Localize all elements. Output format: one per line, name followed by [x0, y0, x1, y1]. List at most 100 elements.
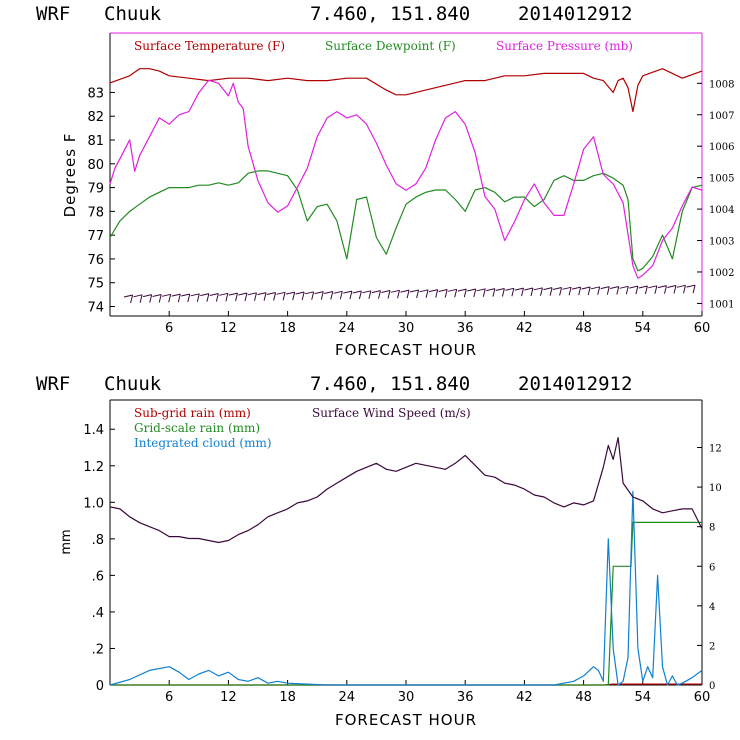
legend-surface-dewpoint: Surface Dewpoint (F): [325, 39, 456, 53]
bottom-header-model: WRF: [36, 373, 70, 395]
wind-barb: [200, 293, 210, 302]
wind-barb: [390, 289, 400, 299]
y-tick-label: 77: [87, 229, 104, 244]
wind-barb: [428, 289, 439, 298]
y-tick-label: .8: [92, 533, 104, 548]
wind-barb: [257, 292, 267, 301]
y-tick-label: .6: [92, 569, 104, 584]
wind-barb: [447, 288, 458, 298]
wind-barb: [486, 288, 496, 297]
legend-surface-pressure: Surface Pressure (mb): [496, 39, 633, 53]
wind-barb: [648, 285, 658, 294]
wind-barb: [209, 293, 219, 302]
x-tick-label: 6: [165, 321, 173, 336]
y2-tick-label: 1001: [709, 299, 734, 310]
top-header-station: Chuuk: [104, 3, 162, 25]
wind-barb: [381, 290, 391, 299]
y-tick-label: 83: [87, 86, 104, 101]
y-tick-label: 80: [87, 158, 104, 173]
x-tick-label: 12: [220, 690, 237, 705]
wind-barb: [314, 291, 324, 300]
x-tick-label: 24: [339, 321, 356, 336]
x-tick-label: 30: [398, 321, 415, 336]
y-tick-label: 81: [87, 134, 104, 149]
wind-barb: [610, 286, 620, 295]
surface-temperature-line: [109, 68, 703, 113]
wind-barb: [343, 290, 353, 300]
bottom-header-init: 2014012912: [518, 373, 632, 395]
wind-barb: [219, 292, 229, 302]
wind-barb: [467, 288, 477, 298]
wind-barb: [362, 290, 372, 299]
wind-barb: [514, 287, 524, 297]
wind-barb: [371, 290, 381, 299]
y2-tick-label: 6: [709, 562, 715, 573]
y-tick-label: 1.0: [83, 496, 104, 511]
bottom-chart: 6 12 18 24 30 36 42 48 54 60 0.2.4.6.81.01.21.4 0…: [59, 399, 722, 729]
wind-barb: [409, 289, 420, 299]
x-tick-label: 42: [516, 321, 533, 336]
bottom-header-station: Chuuk: [104, 373, 162, 395]
bottom-header-coords: 7.460, 151.840: [310, 373, 470, 395]
wind-barb: [419, 289, 429, 298]
top-header-model: WRF: [36, 3, 70, 25]
y2-tick-label: 1003: [709, 237, 734, 248]
wind-barb: [457, 288, 467, 298]
wind-barb: [533, 287, 543, 296]
wind-barb: [295, 291, 305, 301]
y2-tick-label: 2: [709, 641, 715, 652]
y-tick-label: .4: [92, 606, 104, 621]
wind-barb: [324, 291, 334, 300]
legend-subgrid-rain: Sub-grid rain (mm): [134, 406, 251, 420]
y-tick-label: 1.2: [83, 460, 104, 475]
legend-surface-temperature: Surface Temperature (F): [134, 39, 285, 53]
wind-barb: [285, 291, 296, 301]
legend-surface-wind-speed: Surface Wind Speed (m/s): [312, 406, 471, 420]
x-tick-label: 24: [339, 690, 356, 705]
x-tick-label: 42: [516, 690, 533, 705]
x-tick-label: 48: [575, 321, 592, 336]
surface-wind-speed-line: [109, 437, 703, 544]
wind-barb: [676, 284, 686, 294]
top-x-axis-label: FORECAST HOUR: [335, 341, 477, 359]
x-tick-label: 30: [398, 690, 415, 705]
y-tick-label: 79: [87, 182, 104, 197]
wind-barb: [438, 289, 448, 298]
y2-tick-label: 1006: [709, 142, 734, 153]
y2-tick-label: 1002: [709, 268, 734, 279]
wind-barb: [590, 286, 601, 295]
x-tick-label: 60: [694, 321, 711, 336]
y2-tick-label: 1008: [709, 79, 734, 90]
y2-tick-label: 1007: [709, 111, 734, 122]
wind-barb: [247, 292, 257, 301]
wind-barb: [304, 291, 315, 300]
top-header-coords: 7.460, 151.840: [310, 3, 470, 25]
y-tick-label: 82: [87, 110, 104, 125]
x-tick-label: 36: [457, 690, 474, 705]
wind-barb: [333, 290, 343, 300]
x-tick-label: 6: [165, 690, 173, 705]
wind-barb: [400, 289, 410, 299]
bottom-x-axis-label: FORECAST HOUR: [335, 711, 477, 729]
wind-barb: [505, 287, 515, 297]
y-tick-label: 78: [87, 205, 104, 220]
x-tick-label: 12: [220, 321, 237, 336]
wind-barb: [571, 286, 582, 296]
y-tick-label: 0: [96, 679, 104, 694]
x-tick-label: 60: [694, 690, 711, 705]
wind-barb: [476, 288, 486, 297]
wind-barb: [352, 290, 362, 300]
y-tick-label: 74: [87, 300, 104, 315]
wind-barb: [552, 287, 563, 296]
x-tick-label: 18: [279, 690, 296, 705]
wind-barb: [190, 293, 200, 302]
x-tick-label: 54: [635, 321, 652, 336]
wind-barb: [686, 284, 696, 294]
wind-barb: [238, 292, 248, 302]
bottom-chart-header: WRF Chuuk 7.460, 151.840 2014012912: [36, 373, 632, 395]
top-header-init: 2014012912: [518, 3, 632, 25]
wind-barb: [619, 285, 629, 295]
bottom-y-axis-label: mm: [59, 529, 74, 554]
top-chart-header: WRF Chuuk 7.460, 151.840 2014012912: [36, 3, 632, 25]
